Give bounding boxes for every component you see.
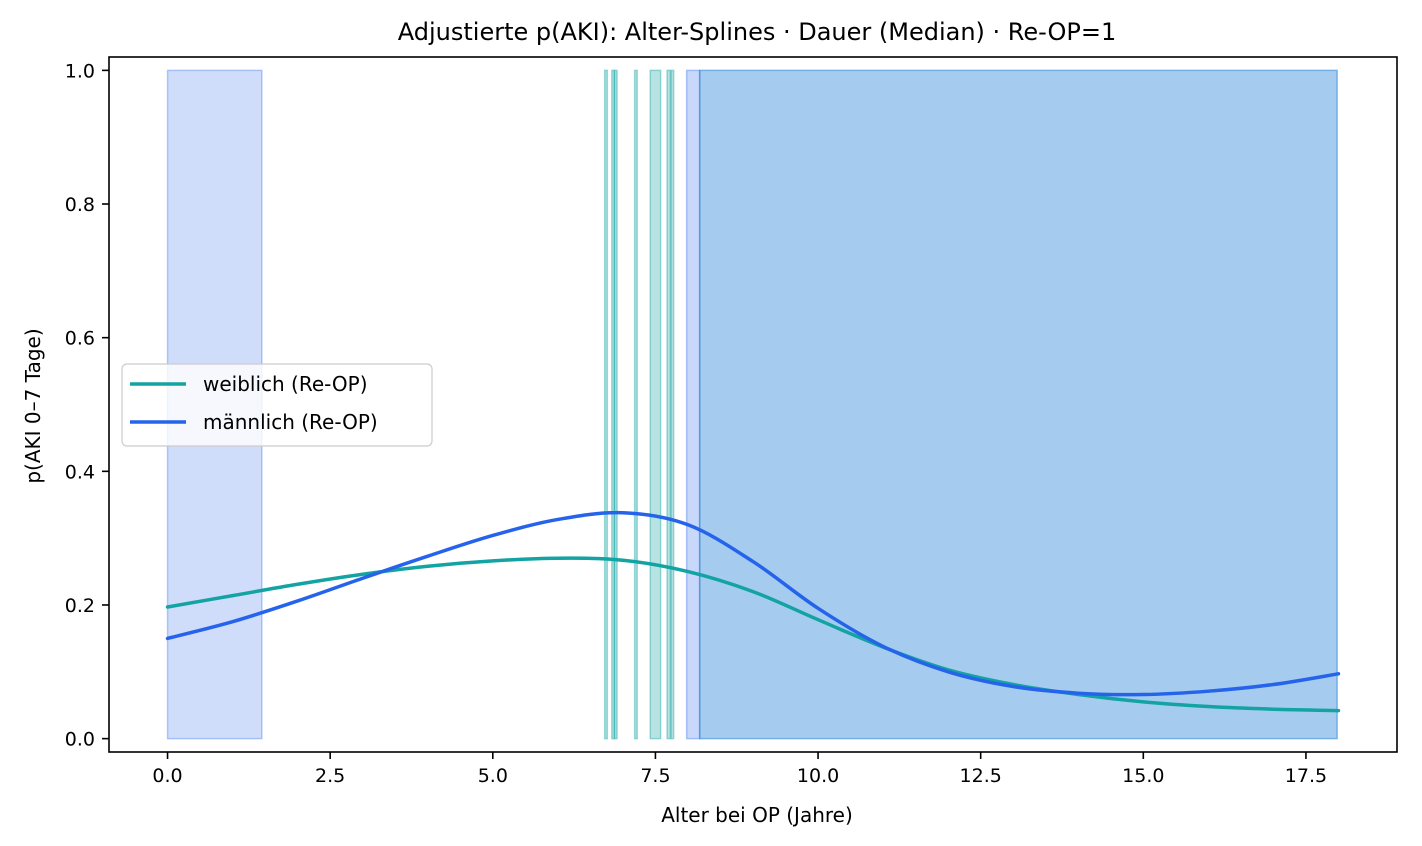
series-line-1 [165, 510, 1341, 697]
y-tick-label: 0.0 [65, 729, 95, 751]
shaded-region-1 [603, 69, 609, 740]
shaded-region-2 [611, 69, 616, 740]
x-tick-label: 10.0 [797, 765, 839, 787]
series-line-0 [165, 556, 1341, 713]
legend-label-weiblich: weiblich (Re-OP) [203, 372, 368, 396]
y-tick-label: 0.6 [65, 328, 95, 350]
x-tick-label: 12.5 [960, 765, 1002, 787]
y-tick-label: 0.2 [65, 595, 95, 617]
x-axis-label: Alter bei OP (Jahre) [661, 803, 853, 827]
series-lines [165, 510, 1341, 713]
legend-label-maennlich: männlich (Re-OP) [203, 410, 378, 434]
y-axis: 0.0 0.2 0.4 0.6 0.8 1.0 [65, 60, 109, 751]
legend-box [121, 363, 433, 447]
legend: weiblich (Re-OP) männlich (Re-OP) [121, 363, 433, 447]
y-tick-label: 0.4 [65, 461, 95, 483]
x-tick-label: 5.0 [478, 765, 508, 787]
y-axis-label: p(AKI 0–7 Tage) [21, 328, 45, 483]
x-tick-label: 15.0 [1122, 765, 1164, 787]
chart-title: Adjustierte p(AKI): Alter-Splines · Daue… [398, 18, 1116, 46]
shaded-region-6 [666, 69, 672, 740]
shaded-region-9 [698, 69, 1338, 740]
shaded-region-3 [613, 69, 618, 740]
shaded-region-5 [649, 69, 662, 740]
shaded-region-4 [633, 69, 638, 740]
y-tick-label: 1.0 [65, 60, 95, 82]
x-tick-label: 17.5 [1285, 765, 1327, 787]
shaded-region-7 [670, 69, 675, 740]
shaded-region-8 [685, 69, 701, 740]
x-axis: 0.0 2.5 5.0 7.5 10.0 12.5 15.0 17.5 [152, 752, 1327, 787]
x-tick-label: 0.0 [152, 765, 182, 787]
plot-frame [108, 56, 1398, 753]
shaded-regions [166, 69, 1338, 740]
y-tick-label: 0.8 [65, 194, 95, 216]
x-tick-label: 2.5 [315, 765, 345, 787]
x-tick-label: 7.5 [640, 765, 670, 787]
